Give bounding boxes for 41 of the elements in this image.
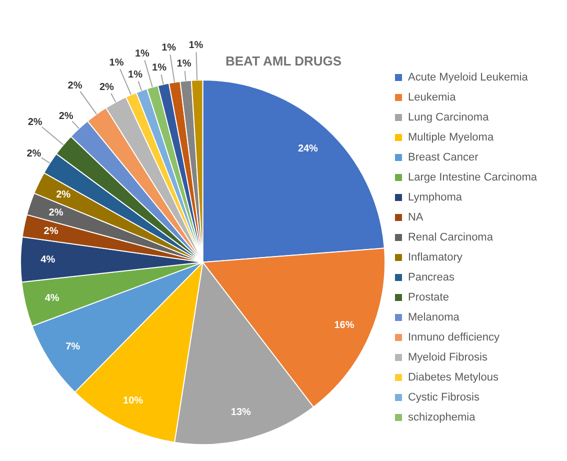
text: BEAT AML DRUGS [225,53,342,68]
legend-label: Prostate [408,292,449,304]
legend-label: Breast Cancer [408,152,479,164]
data-label: 1% [134,48,150,60]
legend-label: schizophemia [408,412,476,424]
legend-label: Cystic Fibrosis [408,392,480,404]
data-label: 24% [298,143,318,154]
legend-label: Pancreas [408,272,455,284]
data-label: 1% [109,57,124,68]
data-label: 2% [28,117,42,128]
data-label: 13% [230,407,252,418]
legend-label: Acute Myeloid Leukemia [408,72,529,84]
data-label: 1% [188,40,204,51]
data-label: 2% [68,80,82,92]
data-label: 16% [334,320,354,332]
data-label: 2% [26,148,42,160]
data-label: 7% [66,341,80,352]
legend-label: Large Intestine Carcinoma [408,172,538,184]
data-label: 2% [44,226,58,237]
legend-label: Leukemia [408,92,457,104]
legend-label: Lung Carcinoma [408,112,490,124]
data-label: 4% [40,254,56,266]
legend-label: Inflamatory [408,252,463,264]
legend-label: Renal Carcinoma [408,232,494,244]
legend-label: NA [408,212,424,224]
data-label: 2% [48,207,64,218]
data-label: 1% [162,42,176,54]
data-label: 2% [99,82,114,93]
data-label: 1% [176,58,192,70]
legend-label: Myeloid Fibrosis [408,352,488,364]
data-label: 2% [56,190,71,201]
data-label: 1% [152,62,167,74]
legend-label: Multiple Myeloma [408,132,494,144]
legend-label: Diabetes Metylous [408,372,499,384]
data-label: 1% [128,69,143,80]
data-label: 4% [44,292,60,304]
legend-label: Lymphoma [408,192,463,204]
legend-label: Inmuno defficiency [408,332,500,344]
data-label: 2% [58,110,74,122]
data-label: 10% [123,395,144,406]
legend-label: Melanoma [408,312,460,324]
